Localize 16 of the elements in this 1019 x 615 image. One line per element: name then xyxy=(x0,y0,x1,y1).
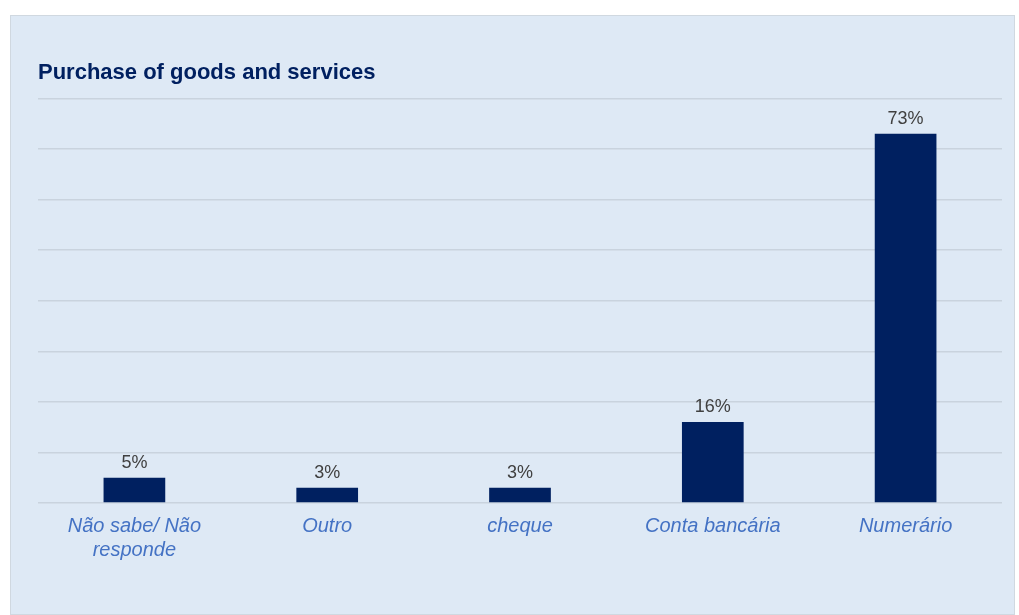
data-label: 3% xyxy=(314,461,341,482)
data-label: 73% xyxy=(887,107,924,128)
data-label: 5% xyxy=(121,451,148,472)
bar xyxy=(681,422,744,503)
data-label: 16% xyxy=(694,396,731,417)
data-label: 3% xyxy=(506,461,534,482)
bar xyxy=(874,133,937,503)
x-tick-label: cheque xyxy=(487,513,553,536)
x-tick-label: Outro xyxy=(302,513,353,536)
x-tick-label: Conta bancária xyxy=(644,513,781,536)
x-tick-label: Numerário xyxy=(858,513,953,536)
chart-title: Purchase of goods and services xyxy=(38,59,376,85)
x-tick-label: Não sabe/ Não responde xyxy=(67,513,202,560)
bar xyxy=(489,487,551,503)
bar xyxy=(296,487,359,503)
bar xyxy=(103,477,166,503)
